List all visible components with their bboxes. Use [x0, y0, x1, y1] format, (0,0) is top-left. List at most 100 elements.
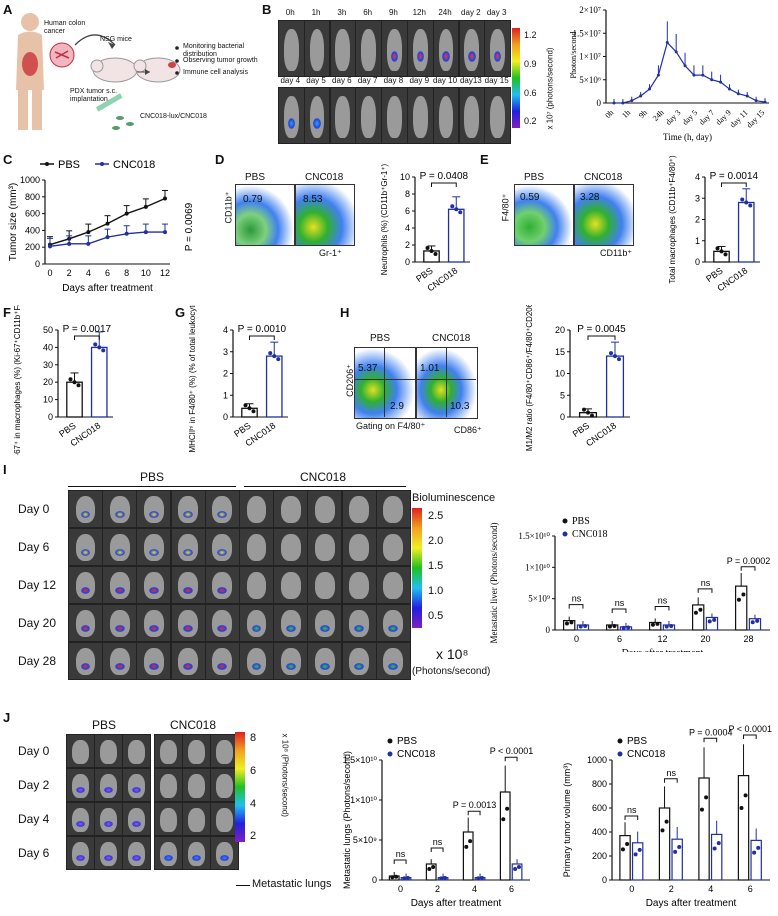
mouse-image	[484, 20, 511, 77]
data-point	[674, 50, 678, 54]
x-axis-label: Days after treatment	[62, 283, 153, 294]
x-tick-label: 2	[67, 268, 72, 278]
p-value: P = 0.0069	[184, 202, 195, 251]
flow-quadrant-value: 0.59	[520, 192, 540, 203]
data-point	[755, 618, 760, 623]
timepoint-label: 9h	[388, 8, 398, 17]
mouse-image	[273, 490, 309, 528]
mouse-image	[94, 836, 123, 870]
data-point	[268, 351, 273, 356]
panel-label: H	[340, 305, 350, 320]
mouse-image	[329, 87, 357, 144]
label-cnc018-lux: CNC018-lux/CNC018	[140, 113, 207, 120]
panel-label: A	[3, 2, 13, 17]
legend-marker	[562, 518, 568, 524]
x-axis-label: Days after treatment	[411, 898, 502, 909]
timepoint-label: day13	[459, 76, 482, 85]
data-point	[648, 87, 652, 91]
colorbar	[512, 28, 520, 128]
x-tick-label: 6	[509, 884, 514, 894]
panel-label: C	[3, 152, 13, 167]
p-value: ns	[658, 595, 668, 605]
data-point	[625, 842, 630, 847]
y-axis-label: MHCIIʰⁱ in F4/80⁺ (%) (% of total leukoc…	[188, 305, 197, 453]
data-point	[620, 847, 625, 852]
y-tick-label: 40	[43, 342, 53, 352]
x-tick-label: 4	[86, 268, 91, 278]
mouse-image	[154, 734, 183, 768]
panel-f: F 0 10 20 30 40 50 Ki-67⁺ in macrophages (%) (…	[0, 283, 125, 464]
mouse-image	[66, 734, 95, 768]
data-point	[609, 351, 613, 356]
day-label: Day 20	[18, 616, 57, 630]
data-point	[607, 624, 612, 629]
timepoint-label: day 15	[484, 76, 509, 85]
y-tick-label: 600	[592, 803, 607, 813]
mouse-image	[68, 528, 103, 566]
data-point	[590, 413, 594, 418]
x-tick-label: 0h	[603, 108, 615, 120]
y-tick-label: 6	[405, 206, 410, 216]
mouse-image	[136, 528, 172, 566]
y-tick-label: 0	[48, 412, 53, 422]
colorbar-tick: 4	[250, 798, 257, 810]
data-point	[683, 64, 687, 68]
group-label: PBS	[140, 470, 165, 484]
flow-ylabel: F4/80⁺	[500, 193, 511, 222]
y-tick-label: 4	[695, 172, 700, 182]
p-value: ns	[572, 594, 582, 604]
x-tick-label: 6	[617, 634, 622, 644]
legend-label: CNC018	[627, 749, 666, 760]
y-tick-label: 1	[695, 236, 700, 246]
p-value: ns	[615, 598, 625, 608]
mouse-image	[122, 836, 151, 870]
mouse-image	[210, 734, 239, 768]
y-axis-label: Ki-67⁺ in macrophages (%) (Ki-67⁺CD11b⁺F…	[13, 305, 22, 455]
y-axis-label: Metastatic lungs (Photons/second)	[342, 751, 352, 889]
p-value: P = 0.0014	[710, 171, 759, 182]
label-nsg-mice: NSG mice	[100, 36, 132, 43]
mouse-image	[170, 490, 206, 528]
x-tick-label: 0	[398, 884, 403, 894]
bar	[265, 355, 283, 418]
timepoint-label: day 7	[357, 76, 378, 85]
y-axis-label: Photon/second	[569, 31, 578, 78]
bar	[710, 833, 723, 881]
data-point	[669, 623, 674, 628]
significance-bracket	[504, 756, 518, 762]
data-point	[621, 101, 625, 105]
data-point	[564, 621, 569, 626]
panel-label: J	[3, 710, 11, 725]
flow-quadrant-value: 0.79	[243, 194, 263, 205]
y-tick-label: 4	[223, 325, 228, 335]
mouse-image	[381, 20, 408, 77]
y-tick-label: 0	[560, 412, 565, 422]
label-immune: Immune cell analysis	[183, 69, 248, 76]
colorbar	[235, 732, 245, 842]
y-tick-label: 2	[405, 240, 410, 250]
y-axis-label: M1/M2 ratio (F4/80⁺CD86⁺/F4/80⁺CD206⁺)	[525, 305, 534, 451]
data-point	[586, 410, 590, 415]
mouse-image	[273, 604, 309, 642]
data-point	[450, 204, 455, 209]
chart-h: 0 5 10 15 20 M1/M2 ratio (F4/80⁺CD86⁺/F4/80⁺C…	[525, 305, 630, 451]
day-label: Day 12	[18, 578, 57, 592]
data-point	[712, 617, 717, 622]
gate-line	[354, 379, 476, 380]
x-tick-label: 2	[669, 884, 674, 894]
mouse-image	[122, 734, 151, 768]
mouse-image	[375, 490, 411, 528]
data-point	[394, 874, 399, 879]
bar	[737, 774, 750, 881]
y-axis-label: Metastatic liver (Photons/second)	[489, 523, 499, 644]
mouse-image	[355, 20, 382, 77]
data-point	[650, 622, 655, 627]
lungs-label: Metastatic lungs	[252, 878, 332, 890]
timepoint-label: 6h	[363, 8, 373, 17]
y-tick-label: 600	[25, 209, 40, 219]
data-point	[105, 235, 110, 240]
y-axis-label: Tumor size (mm³)	[8, 183, 19, 262]
legend-marker	[562, 531, 568, 537]
